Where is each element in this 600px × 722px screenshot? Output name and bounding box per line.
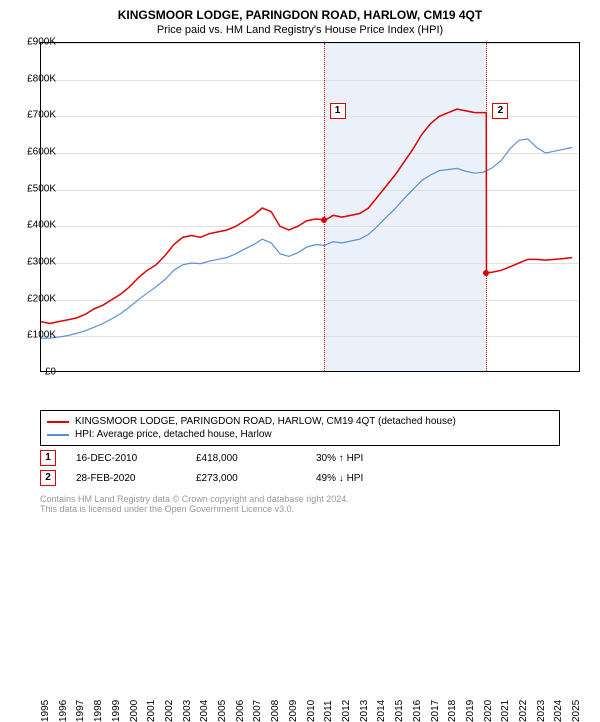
- legend-swatch: [47, 421, 69, 423]
- sale-row-marker: 2: [40, 470, 56, 486]
- sale-row: 1 16-DEC-2010£418,00030% ↑ HPI: [40, 450, 560, 466]
- legend-row: HPI: Average price, detached house, Harl…: [47, 428, 553, 441]
- sale-row: 2 28-FEB-2020£273,00049% ↓ HPI: [40, 470, 560, 486]
- footer-line-2: This data is licensed under the Open Gov…: [40, 504, 560, 514]
- sale-price: £418,000: [196, 453, 316, 464]
- y-tick-label: £300K: [16, 257, 56, 268]
- chart-plot-area: 12: [40, 42, 580, 372]
- sale-point-marker: [483, 270, 489, 276]
- x-tick-label: 2016: [412, 700, 423, 722]
- x-tick-label: 2009: [288, 700, 299, 722]
- y-tick-label: £900K: [16, 37, 56, 48]
- x-tick-label: 1999: [111, 700, 122, 722]
- x-tick-label: 2020: [483, 700, 494, 722]
- x-tick-label: 1998: [93, 700, 104, 722]
- x-tick-label: 2010: [306, 700, 317, 722]
- y-tick-label: £800K: [16, 73, 56, 84]
- x-axis-labels: 1995199619971998199920002001200220032004…: [40, 372, 580, 402]
- x-tick-label: 2013: [359, 700, 370, 722]
- sale-delta: 30% ↑ HPI: [316, 453, 436, 464]
- x-tick-label: 2017: [430, 700, 441, 722]
- legend-label: HPI: Average price, detached house, Harl…: [75, 429, 272, 440]
- x-tick-label: 2001: [146, 700, 157, 722]
- property-line: [41, 109, 572, 324]
- x-tick-label: 2023: [536, 700, 547, 722]
- sale-date: 28-FEB-2020: [76, 473, 196, 484]
- x-tick-label: 2002: [164, 700, 175, 722]
- footer-attribution: Contains HM Land Registry data © Crown c…: [40, 494, 560, 514]
- x-tick-label: 2011: [323, 700, 334, 722]
- footer-line-1: Contains HM Land Registry data © Crown c…: [40, 494, 560, 504]
- series-svg: [41, 43, 581, 373]
- x-tick-label: 1995: [40, 700, 51, 722]
- chart-title: KINGSMOOR LODGE, PARINGDON ROAD, HARLOW,…: [0, 0, 600, 22]
- legend-row: KINGSMOOR LODGE, PARINGDON ROAD, HARLOW,…: [47, 415, 553, 428]
- x-tick-label: 2019: [465, 700, 476, 722]
- y-tick-label: £500K: [16, 183, 56, 194]
- x-tick-label: 1996: [58, 700, 69, 722]
- sale-marker-2: 2: [492, 103, 508, 119]
- x-tick-label: 2024: [553, 700, 564, 722]
- sale-date: 16-DEC-2010: [76, 453, 196, 464]
- x-tick-label: 2004: [199, 700, 210, 722]
- x-tick-label: 2025: [571, 700, 582, 722]
- y-tick-label: £200K: [16, 293, 56, 304]
- sales-list: 1 16-DEC-2010£418,00030% ↑ HPI 2 28-FEB-202…: [0, 450, 600, 486]
- x-tick-label: 2015: [394, 700, 405, 722]
- hpi-line: [41, 139, 572, 338]
- x-tick-label: 2012: [341, 700, 352, 722]
- y-tick-label: £0: [16, 367, 56, 378]
- y-tick-label: £700K: [16, 110, 56, 121]
- sale-delta: 49% ↓ HPI: [316, 473, 436, 484]
- sale-point-marker: [321, 217, 327, 223]
- y-tick-label: £100K: [16, 330, 56, 341]
- x-tick-label: 2005: [217, 700, 228, 722]
- x-tick-label: 2008: [270, 700, 281, 722]
- x-tick-label: 2000: [129, 700, 140, 722]
- sale-row-marker: 1: [40, 450, 56, 466]
- y-tick-label: £400K: [16, 220, 56, 231]
- x-tick-label: 2014: [376, 700, 387, 722]
- chart-container: KINGSMOOR LODGE, PARINGDON ROAD, HARLOW,…: [0, 0, 600, 514]
- x-tick-label: 2003: [182, 700, 193, 722]
- chart-subtitle: Price paid vs. HM Land Registry's House …: [0, 22, 600, 42]
- legend-swatch: [47, 434, 69, 436]
- legend-box: KINGSMOOR LODGE, PARINGDON ROAD, HARLOW,…: [40, 410, 560, 446]
- sale-price: £273,000: [196, 473, 316, 484]
- x-tick-label: 2018: [447, 700, 458, 722]
- x-tick-label: 2006: [235, 700, 246, 722]
- x-tick-label: 1997: [75, 700, 86, 722]
- legend-label: KINGSMOOR LODGE, PARINGDON ROAD, HARLOW,…: [75, 416, 456, 427]
- sale-marker-1: 1: [330, 103, 346, 119]
- y-tick-label: £600K: [16, 147, 56, 158]
- x-tick-label: 2007: [252, 700, 263, 722]
- x-tick-label: 2022: [518, 700, 529, 722]
- x-tick-label: 2021: [500, 700, 511, 722]
